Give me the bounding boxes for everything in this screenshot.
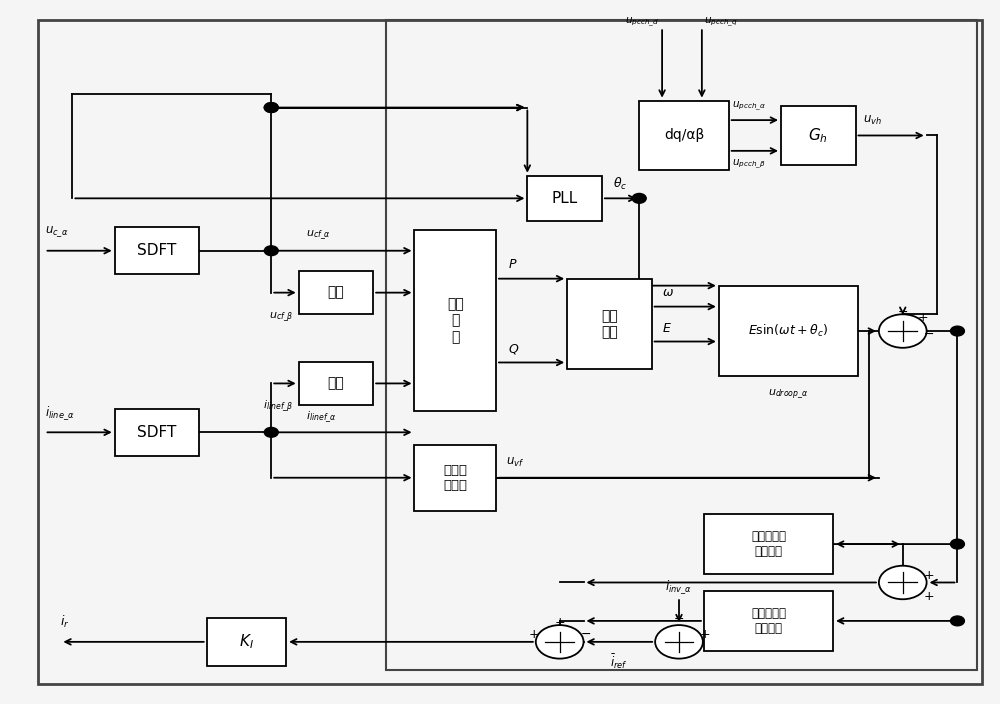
Text: $\omega$: $\omega$ — [662, 286, 674, 299]
Text: 功率
计
算: 功率 计 算 — [447, 297, 464, 344]
Text: 延时: 延时 — [328, 377, 344, 391]
Text: dq/αβ: dq/αβ — [664, 129, 704, 142]
Bar — [704, 591, 833, 650]
Text: +: + — [700, 629, 710, 641]
Text: +: + — [554, 616, 565, 629]
Text: $E$: $E$ — [662, 322, 671, 335]
Circle shape — [632, 194, 646, 203]
Bar — [299, 362, 373, 405]
Circle shape — [264, 103, 278, 113]
Circle shape — [879, 566, 927, 599]
Text: PLL: PLL — [552, 191, 578, 206]
Text: $u_{cf\_\alpha}$: $u_{cf\_\alpha}$ — [306, 229, 331, 242]
Bar — [299, 271, 373, 314]
Text: 延时: 延时 — [328, 286, 344, 300]
Text: −: − — [923, 328, 934, 341]
Text: $u_{pcch\_q}$: $u_{pcch\_q}$ — [704, 15, 738, 29]
Bar — [781, 106, 856, 165]
Text: $u_{droop\_\alpha}$: $u_{droop\_\alpha}$ — [768, 387, 809, 401]
Text: −: − — [674, 613, 684, 626]
Text: $i_{linef\_\alpha}$: $i_{linef\_\alpha}$ — [306, 409, 337, 425]
Text: $G_h$: $G_h$ — [808, 126, 828, 145]
Bar — [567, 279, 652, 370]
Circle shape — [264, 103, 278, 113]
Circle shape — [536, 625, 584, 659]
Text: $u_{cf\_\beta}$: $u_{cf\_\beta}$ — [269, 310, 294, 324]
Text: SDFT: SDFT — [137, 243, 177, 258]
Text: $i_{inv\_\alpha}$: $i_{inv\_\alpha}$ — [665, 578, 693, 596]
Text: +: + — [528, 629, 539, 641]
Circle shape — [950, 539, 964, 549]
Text: $i_{linef\_\beta}$: $i_{linef\_\beta}$ — [263, 398, 294, 414]
Circle shape — [950, 616, 964, 626]
Text: $i_{line\_\alpha}$: $i_{line\_\alpha}$ — [45, 404, 74, 422]
Text: $u_{vf}$: $u_{vf}$ — [506, 455, 524, 469]
Text: $E\sin(\omega t+\theta_c)$: $E\sin(\omega t+\theta_c)$ — [748, 323, 828, 339]
Text: $P$: $P$ — [508, 258, 517, 271]
Text: −: − — [898, 306, 908, 320]
Circle shape — [264, 246, 278, 256]
Bar — [704, 515, 833, 574]
Circle shape — [950, 326, 964, 336]
Text: $u_{pcch\_d}$: $u_{pcch\_d}$ — [625, 15, 659, 29]
Bar — [719, 286, 858, 377]
Text: $u_{pcch\_\alpha}$: $u_{pcch\_\alpha}$ — [732, 99, 766, 113]
Text: $\bar{i}_{ref}$: $\bar{i}_{ref}$ — [610, 652, 628, 671]
Circle shape — [264, 427, 278, 437]
Circle shape — [655, 625, 703, 659]
Text: $u_{vh}$: $u_{vh}$ — [863, 113, 882, 127]
Bar — [207, 618, 286, 665]
Text: $\theta_c$: $\theta_c$ — [613, 176, 628, 192]
Text: 第二准比例
谐振控制: 第二准比例 谐振控制 — [751, 607, 786, 635]
Text: −: − — [580, 629, 591, 641]
Text: $Q$: $Q$ — [508, 341, 519, 356]
Circle shape — [879, 314, 927, 348]
Text: 下垂
控制: 下垂 控制 — [601, 309, 618, 339]
Bar — [386, 20, 977, 670]
Bar — [414, 230, 496, 411]
Text: $i_r$: $i_r$ — [60, 615, 70, 630]
Text: $u_{c\_\alpha}$: $u_{c\_\alpha}$ — [45, 224, 68, 239]
Bar — [115, 408, 199, 456]
Text: $K_I$: $K_I$ — [239, 632, 254, 651]
Bar — [115, 227, 199, 275]
Text: SDFT: SDFT — [137, 425, 177, 440]
Bar — [414, 444, 496, 511]
Bar — [527, 175, 602, 221]
Text: 第一准比例
谐振控制: 第一准比例 谐振控制 — [751, 530, 786, 558]
Text: +: + — [917, 310, 928, 324]
Bar — [639, 101, 729, 170]
Text: +: + — [923, 569, 934, 582]
Text: +: + — [923, 590, 934, 603]
Text: $u_{pcch\_\beta}$: $u_{pcch\_\beta}$ — [732, 158, 766, 171]
Text: 虚拟基
波阻抗: 虚拟基 波阻抗 — [443, 464, 467, 491]
